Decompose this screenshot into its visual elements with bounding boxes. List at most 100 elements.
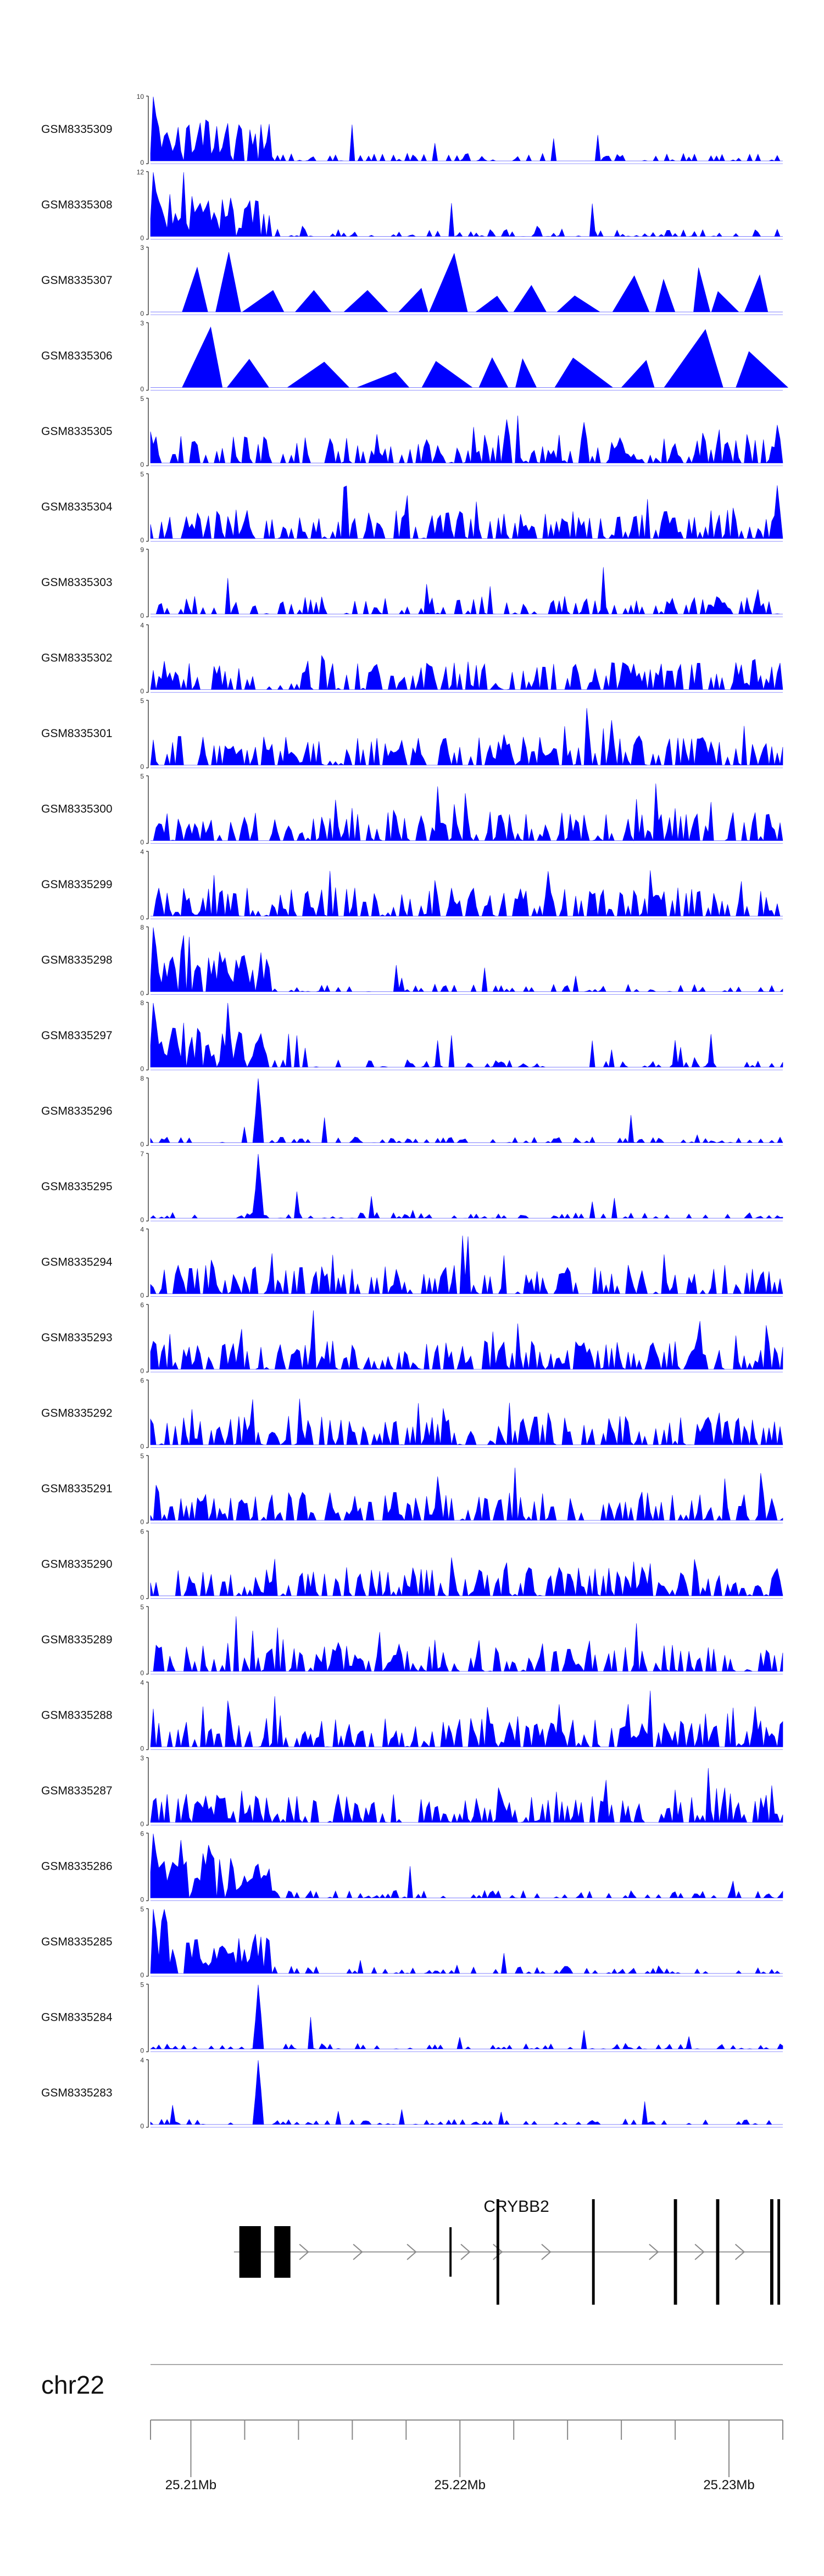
y-max-label: 4 [140, 848, 144, 856]
coverage-area [150, 1235, 783, 1295]
track-GSM8335307: GSM8335307 3 0 [41, 244, 783, 317]
coverage-area [151, 567, 783, 615]
exon [673, 2199, 677, 2305]
track-GSM8335309: GSM8335309 10 0 [41, 93, 783, 166]
coverage-area [150, 1078, 783, 1144]
track-label: GSM8335308 [41, 199, 113, 211]
track-GSM8335295: GSM8335295 7 0 [41, 1150, 783, 1224]
track-GSM8335292: GSM8335292 6 0 [41, 1377, 783, 1451]
y-min-label: 0 [140, 2122, 144, 2130]
strand-arrow [407, 2244, 417, 2260]
track-GSM8335284: GSM8335284 5 0 [41, 1981, 783, 2055]
y-min-label: 0 [140, 235, 144, 242]
chromosome-label: chr22 [41, 2371, 104, 2399]
track-label: GSM8335309 [41, 123, 113, 136]
y-min-label: 0 [140, 310, 144, 317]
y-min-label: 0 [140, 1292, 144, 1300]
coverage-area [150, 1909, 783, 1974]
y-max-label: 8 [140, 999, 144, 1007]
track-GSM8335285: GSM8335285 5 0 [41, 1905, 783, 1979]
track-GSM8335297: GSM8335297 8 0 [41, 999, 783, 1073]
track-label: GSM8335294 [41, 1256, 113, 1269]
coverage-area [151, 252, 783, 313]
x-tick-label: 25.21Mb [165, 2478, 216, 2493]
y-min-label: 0 [140, 1216, 144, 1224]
strand-arrow [734, 2244, 745, 2260]
y-max-label: 5 [140, 471, 144, 478]
y-max-label: 8 [140, 924, 144, 932]
track-label: GSM8335295 [41, 1180, 113, 1193]
y-min-label: 0 [140, 1518, 144, 1526]
gene-name: CRYBB2 [483, 2198, 549, 2216]
track-GSM8335308: GSM8335308 12 0 [41, 169, 783, 242]
track-GSM8335288: GSM8335288 4 0 [41, 1679, 783, 1753]
y-max-label: 7 [140, 1150, 144, 1158]
y-max-label: 6 [140, 1830, 144, 1838]
track-label: GSM8335296 [41, 1105, 113, 1118]
y-max-label: 3 [140, 244, 144, 252]
track-label: GSM8335300 [41, 803, 113, 816]
track-label: GSM8335293 [41, 1331, 113, 1344]
track-label: GSM8335284 [41, 2011, 113, 2024]
y-max-label: 4 [140, 622, 144, 629]
y-max-label: 8 [140, 1075, 144, 1083]
x-axis: 25.21Mb 25.22Mb 25.23Mb [150, 2419, 783, 2493]
track-GSM8335293: GSM8335293 6 0 [41, 1301, 783, 1375]
track-GSM8335287: GSM8335287 3 0 [41, 1754, 783, 1828]
y-max-label: 5 [140, 1603, 144, 1611]
exon [777, 2199, 781, 2305]
track-GSM8335294: GSM8335294 4 0 [41, 1226, 783, 1300]
y-max-label: 12 [137, 169, 144, 176]
y-min-label: 0 [140, 1745, 144, 1753]
strand-arrow [353, 2244, 363, 2260]
coverage-area [150, 96, 783, 162]
exon [274, 2226, 291, 2278]
track-GSM8335289: GSM8335289 5 0 [41, 1603, 783, 1677]
y-min-label: 0 [140, 537, 144, 544]
coverage-area [151, 783, 783, 841]
coverage-area [150, 1002, 783, 1068]
exon [449, 2227, 452, 2277]
track-label: GSM8335287 [41, 1785, 113, 1797]
track-GSM8335290: GSM8335290 6 0 [41, 1528, 783, 1602]
strand-arrow [649, 2244, 659, 2260]
track-GSM8335304: GSM8335304 5 0 [41, 471, 783, 544]
y-min-label: 0 [140, 990, 144, 997]
y-min-label: 0 [140, 1065, 144, 1073]
y-max-label: 6 [140, 1377, 144, 1385]
track-GSM8335298: GSM8335298 8 0 [41, 924, 783, 997]
y-max-label: 5 [140, 1981, 144, 1989]
track-GSM8335305: GSM8335305 5 0 [41, 395, 783, 469]
track-label: GSM8335298 [41, 954, 113, 967]
track-label: GSM8335305 [41, 425, 113, 438]
strand-arrow [493, 2244, 503, 2260]
y-min-label: 0 [140, 1443, 144, 1451]
track-label: GSM8335306 [41, 350, 113, 363]
coverage-area [150, 1310, 783, 1370]
coverage-area [151, 326, 789, 388]
y-min-label: 0 [140, 1820, 144, 1828]
y-min-label: 0 [140, 386, 144, 393]
coverage-area [150, 415, 783, 464]
track-label: GSM8335292 [41, 1407, 113, 1420]
y-max-label: 10 [137, 93, 144, 101]
y-max-label: 3 [140, 320, 144, 327]
coverage-area [150, 1398, 783, 1446]
track-GSM8335301: GSM8335301 5 0 [41, 697, 783, 771]
y-max-label: 5 [140, 773, 144, 780]
track-label: GSM8335303 [41, 576, 113, 589]
y-min-label: 0 [140, 914, 144, 922]
track-label: GSM8335286 [41, 1860, 113, 1873]
coverage-area [150, 172, 783, 237]
track-label: GSM8335301 [41, 727, 113, 740]
coverage-area [150, 655, 783, 690]
coverage-area [150, 1833, 783, 1899]
track-label: GSM8335285 [41, 1936, 113, 1948]
coverage-area [150, 1691, 783, 1748]
y-max-label: 4 [140, 1226, 144, 1234]
y-max-label: 6 [140, 1301, 144, 1309]
y-min-label: 0 [140, 763, 144, 771]
coverage-area [150, 927, 783, 993]
coverage-area [150, 1468, 783, 1521]
